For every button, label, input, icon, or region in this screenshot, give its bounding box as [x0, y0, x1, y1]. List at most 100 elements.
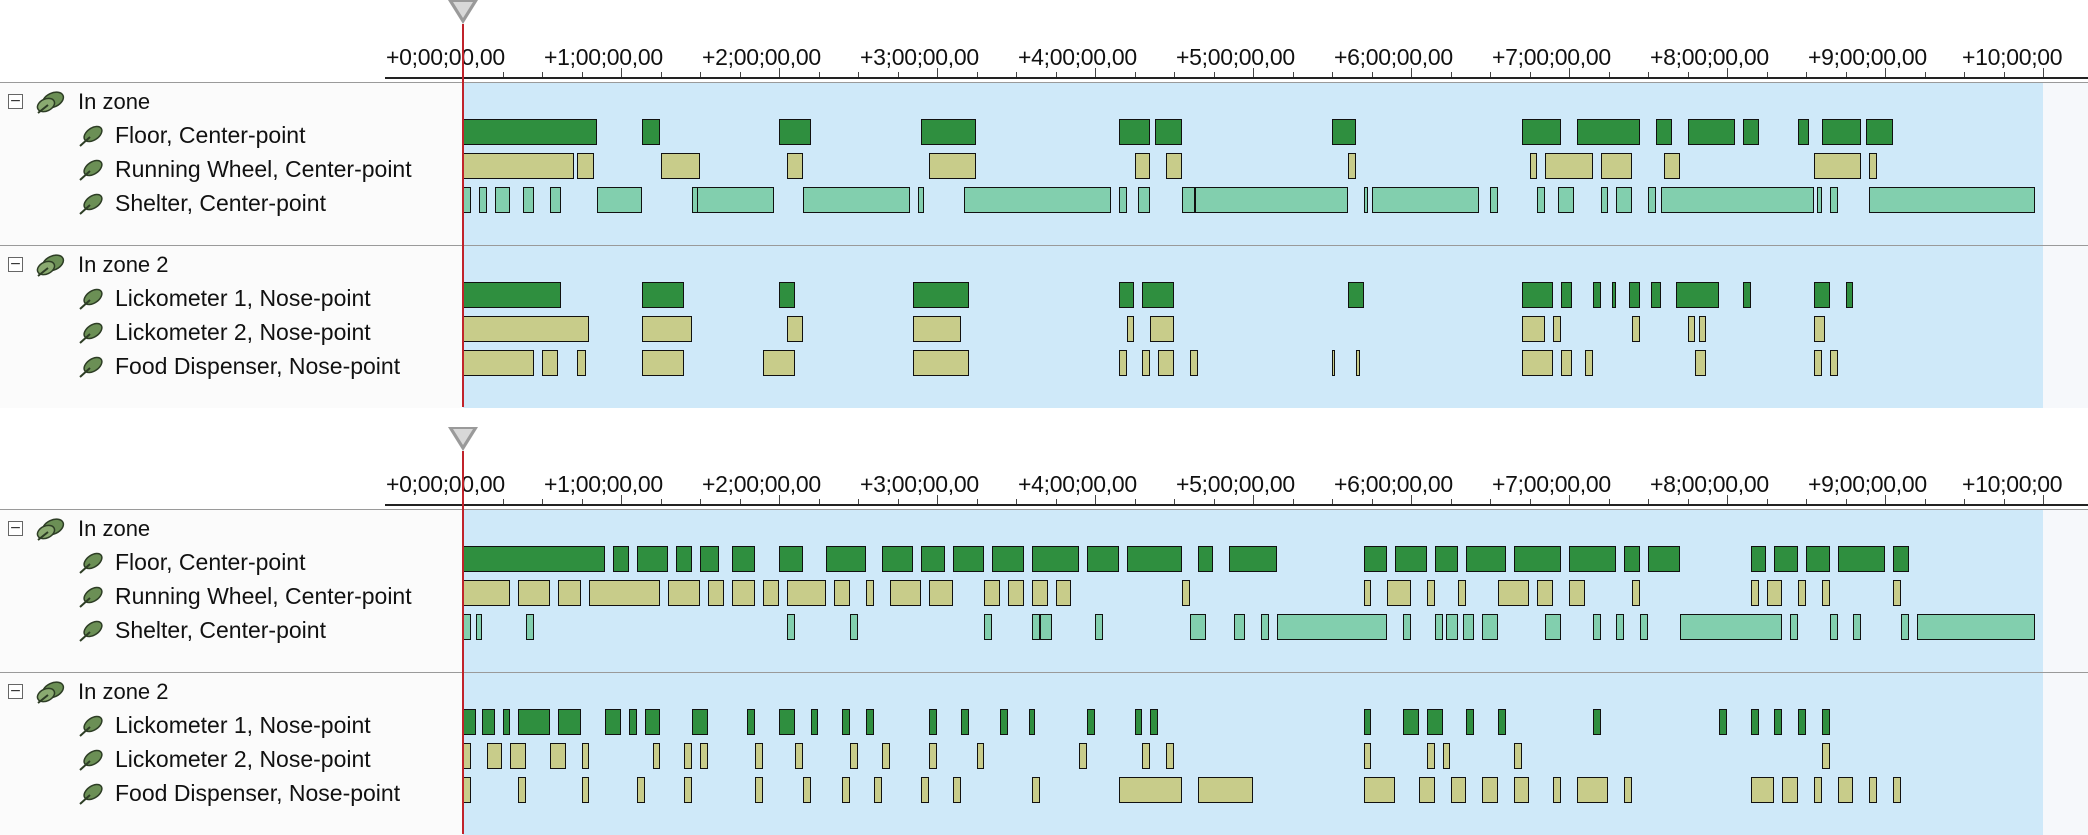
event-mark-floor[interactable] [700, 546, 719, 572]
event-mark-food-dispenser[interactable] [463, 777, 471, 803]
event-mark-floor[interactable] [1513, 546, 1562, 572]
event-mark-floor[interactable] [1576, 119, 1641, 145]
event-mark-food-dispenser[interactable] [1695, 350, 1707, 376]
event-mark-food-dispenser[interactable] [1197, 777, 1253, 803]
time-ruler[interactable]: +0;00;00,00 +1;00;00,00 +2;00;00,00 +3;0… [0, 427, 2088, 507]
event-mark-shelter[interactable] [1118, 187, 1127, 213]
event-mark-running-wheel[interactable] [786, 580, 827, 606]
event-mark-lickometer-1[interactable] [481, 709, 495, 735]
event-mark-running-wheel[interactable] [1387, 580, 1411, 606]
event-mark-shelter[interactable] [1616, 614, 1625, 640]
event-mark-food-dispenser[interactable] [842, 777, 851, 803]
event-mark-lickometer-1[interactable] [1821, 709, 1830, 735]
event-mark-running-wheel[interactable] [1813, 153, 1862, 179]
event-mark-lickometer-2[interactable] [1166, 743, 1174, 769]
event-mark-shelter[interactable] [549, 187, 561, 213]
event-mark-floor[interactable] [1087, 546, 1119, 572]
event-mark-food-dispenser[interactable] [463, 350, 535, 376]
event-mark-running-wheel[interactable] [1545, 153, 1593, 179]
event-mark-shelter[interactable] [463, 614, 471, 640]
event-mark-food-dispenser[interactable] [1892, 777, 1901, 803]
event-mark-shelter[interactable] [1445, 614, 1459, 640]
event-mark-running-wheel[interactable] [1363, 580, 1372, 606]
event-mark-food-dispenser[interactable] [1829, 350, 1838, 376]
event-mark-shelter[interactable] [1434, 614, 1443, 640]
event-mark-lickometer-2[interactable] [700, 743, 708, 769]
event-mark-lickometer-1[interactable] [1845, 282, 1854, 308]
event-mark-floor[interactable] [1031, 546, 1080, 572]
event-mark-lickometer-1[interactable] [463, 282, 561, 308]
event-mark-lickometer-1[interactable] [1028, 709, 1035, 735]
event-mark-lickometer-2[interactable] [1142, 743, 1151, 769]
event-mark-food-dispenser[interactable] [1869, 777, 1878, 803]
event-mark-lickometer-2[interactable] [1821, 743, 1830, 769]
event-mark-running-wheel[interactable] [1166, 153, 1182, 179]
event-mark-shelter[interactable] [1031, 614, 1040, 640]
event-mark-shelter[interactable] [1790, 614, 1799, 640]
event-mark-food-dispenser[interactable] [684, 777, 693, 803]
event-mark-food-dispenser[interactable] [1118, 350, 1127, 376]
event-mark-food-dispenser[interactable] [1750, 777, 1775, 803]
event-mark-food-dispenser[interactable] [1482, 777, 1498, 803]
event-mark-food-dispenser[interactable] [1576, 777, 1609, 803]
event-mark-lickometer-2[interactable] [786, 316, 803, 342]
track-area[interactable] [463, 83, 2043, 245]
event-mark-lickometer-2[interactable] [1442, 743, 1451, 769]
event-mark-running-wheel[interactable] [1426, 580, 1435, 606]
event-mark-food-dispenser[interactable] [952, 777, 961, 803]
event-mark-food-dispenser[interactable] [1142, 350, 1151, 376]
event-mark-running-wheel[interactable] [707, 580, 724, 606]
event-mark-lickometer-1[interactable] [641, 282, 685, 308]
event-mark-shelter[interactable] [802, 187, 911, 213]
event-mark-food-dispenser[interactable] [1513, 777, 1530, 803]
event-mark-shelter[interactable] [1679, 614, 1783, 640]
event-mark-shelter[interactable] [1916, 614, 2036, 640]
event-mark-shelter[interactable] [1482, 614, 1498, 640]
event-mark-lickometer-1[interactable] [1676, 282, 1720, 308]
collapse-toggle-icon[interactable]: − [8, 520, 23, 536]
event-mark-food-dispenser[interactable] [1624, 777, 1633, 803]
event-mark-lickometer-2[interactable] [486, 743, 503, 769]
event-mark-lickometer-1[interactable] [644, 709, 661, 735]
event-mark-shelter[interactable] [597, 187, 642, 213]
event-mark-lickometer-2[interactable] [463, 316, 590, 342]
event-mark-floor[interactable] [1395, 546, 1427, 572]
event-mark-shelter[interactable] [478, 187, 487, 213]
event-mark-floor[interactable] [1798, 119, 1810, 145]
event-mark-shelter[interactable] [475, 614, 482, 640]
event-mark-lickometer-2[interactable] [850, 743, 858, 769]
event-mark-lickometer-1[interactable] [605, 709, 621, 735]
event-mark-food-dispenser[interactable] [1031, 777, 1040, 803]
event-mark-running-wheel[interactable] [463, 580, 511, 606]
event-mark-shelter[interactable] [1095, 614, 1103, 640]
event-mark-shelter[interactable] [1660, 187, 1814, 213]
event-mark-shelter[interactable] [918, 187, 925, 213]
event-mark-lickometer-1[interactable] [1592, 282, 1601, 308]
event-mark-food-dispenser[interactable] [1118, 777, 1182, 803]
event-mark-food-dispenser[interactable] [518, 777, 527, 803]
event-mark-shelter[interactable] [1853, 614, 1862, 640]
event-mark-running-wheel[interactable] [763, 580, 779, 606]
event-mark-food-dispenser[interactable] [1355, 350, 1361, 376]
event-mark-shelter[interactable] [1545, 614, 1562, 640]
event-mark-shelter[interactable] [463, 187, 471, 213]
event-mark-running-wheel[interactable] [1821, 580, 1830, 606]
event-mark-running-wheel[interactable] [1798, 580, 1806, 606]
event-mark-floor[interactable] [1687, 119, 1735, 145]
collapse-toggle-icon[interactable]: − [8, 256, 23, 272]
event-mark-running-wheel[interactable] [889, 580, 922, 606]
event-mark-floor[interactable] [1742, 119, 1759, 145]
event-mark-lickometer-2[interactable] [1126, 316, 1135, 342]
event-mark-floor[interactable] [1892, 546, 1909, 572]
event-mark-floor[interactable] [1655, 119, 1672, 145]
event-mark-food-dispenser[interactable] [1553, 777, 1562, 803]
track-area[interactable] [463, 246, 2043, 408]
event-mark-running-wheel[interactable] [1347, 153, 1356, 179]
event-mark-food-dispenser[interactable] [641, 350, 685, 376]
event-mark-food-dispenser[interactable] [1521, 350, 1554, 376]
event-mark-running-wheel[interactable] [668, 580, 700, 606]
event-mark-shelter[interactable] [1039, 614, 1053, 640]
event-mark-shelter[interactable] [1260, 614, 1269, 640]
event-mark-lickometer-1[interactable] [1466, 709, 1475, 735]
event-mark-lickometer-1[interactable] [842, 709, 851, 735]
